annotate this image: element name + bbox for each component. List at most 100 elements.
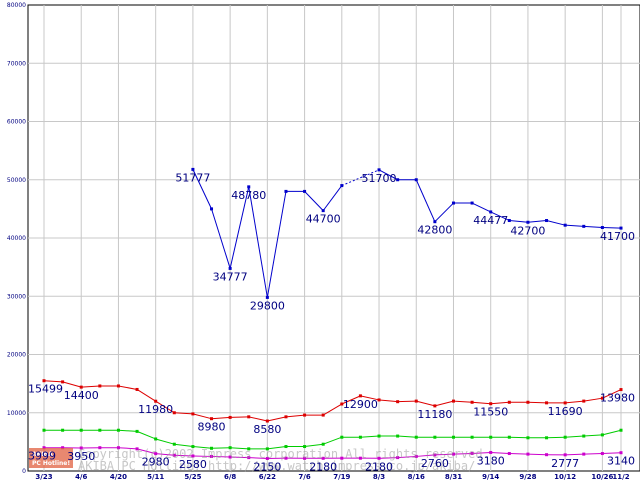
series-1-point — [563, 401, 567, 405]
series-2-point — [563, 435, 567, 439]
series-1-segment — [174, 412, 193, 415]
series-1-segment — [192, 413, 212, 420]
series-0-point — [228, 266, 232, 270]
series-3-point — [545, 453, 549, 457]
series-3-point — [470, 452, 474, 456]
series-3-point — [135, 447, 139, 451]
series-2-point — [489, 435, 493, 439]
data-label: 3999 — [28, 450, 56, 463]
series-2-point — [135, 429, 139, 433]
data-label: 2580 — [179, 458, 207, 471]
series-0-point — [526, 220, 530, 224]
series-2-point — [284, 445, 288, 449]
series-1-point — [619, 388, 623, 392]
series-2-segment — [211, 447, 231, 449]
data-label: 8580 — [253, 423, 281, 436]
series-0-point — [265, 295, 269, 299]
series-0-segment — [378, 169, 398, 181]
series-2-point — [414, 435, 418, 439]
series-1-segment — [602, 389, 622, 399]
series-3-point — [507, 452, 511, 456]
series-0-point — [284, 189, 288, 193]
x-axis-ticks: 3/23 4/6 4/20 5/11 5/25 6/8 6/22 7/6 7/19 8/3 8/16… — [35, 473, 629, 480]
x-tick-label: 8/16 — [408, 473, 425, 480]
series-1-segment — [62, 381, 82, 388]
series-1-point — [228, 415, 232, 419]
series-2-segment — [136, 430, 156, 440]
series-0-point — [582, 224, 586, 228]
series-0-point — [377, 168, 381, 172]
series-0-point — [396, 178, 400, 182]
series-2-point — [526, 436, 530, 440]
series-1-point — [451, 399, 455, 403]
series-0-point — [414, 178, 418, 182]
series-2-point — [154, 437, 158, 441]
series-3-point — [433, 453, 437, 457]
series-0-point — [433, 220, 437, 224]
series-2-segment — [583, 434, 603, 437]
series-1-segment — [136, 389, 156, 402]
series-3-segment — [155, 453, 175, 456]
series-2-point — [321, 442, 325, 446]
series-3-point — [619, 451, 623, 455]
series-1-point — [98, 384, 102, 388]
series-1-point — [172, 411, 176, 415]
series-1-point — [414, 399, 418, 403]
data-label: 44477 — [473, 214, 508, 227]
series-3-segment — [416, 454, 435, 457]
series-2-point — [210, 446, 214, 450]
series-layer — [42, 167, 623, 460]
series-1-segment — [322, 403, 343, 416]
series-2-point — [433, 435, 437, 439]
series-3-point — [340, 456, 344, 460]
series-1-point — [265, 419, 269, 423]
series-3-segment — [472, 451, 491, 455]
series-3-point — [489, 450, 493, 454]
watermark-url: AKIBA PC Hotline! http://www.watch.impre… — [78, 459, 475, 473]
series-1-segment — [360, 395, 380, 401]
data-label: 51700 — [362, 172, 397, 185]
series-0-point — [619, 226, 623, 230]
series-3-point — [210, 454, 214, 458]
series-2-point — [247, 447, 251, 451]
series-3-point — [321, 456, 325, 460]
series-0-segment — [434, 202, 454, 223]
data-labels: 51777 34777 48780 29800 44700 51700 42800 44477… — [28, 171, 635, 473]
series-1-segment — [434, 400, 454, 407]
watermark: AKIBA PC Hotline! Copyright(c)2002 Impre… — [29, 447, 490, 473]
series-1-point — [358, 394, 362, 398]
series-2-segment — [602, 429, 622, 436]
series-0-segment — [415, 179, 436, 222]
series-3 — [42, 446, 623, 460]
data-label: 2150 — [253, 460, 281, 473]
series-1-point — [154, 399, 158, 403]
data-label: 11690 — [548, 405, 583, 418]
y-tick-label: 10000 — [7, 410, 26, 417]
data-label: 44700 — [306, 213, 341, 226]
series-1-segment — [285, 414, 305, 418]
series-1-segment — [230, 416, 249, 418]
series-3-point — [303, 456, 307, 460]
y-axis-ticks: 0 10000 20000 30000 40000 50000 60000 70000 8000… — [7, 2, 26, 475]
series-3-point — [377, 456, 381, 460]
series-3-segment — [248, 457, 268, 459]
series-3-segment — [565, 453, 584, 456]
data-label: 42700 — [510, 224, 545, 237]
series-0-segment — [304, 191, 324, 211]
series-3-segment — [490, 451, 510, 455]
series-0-segment — [211, 208, 231, 269]
series-1-point — [377, 398, 381, 402]
series-1-segment — [472, 401, 491, 405]
series-2-point — [265, 447, 269, 451]
watermark-copyright: Copyright(c)2002 Impress corporation All… — [78, 447, 490, 461]
series-2-point — [42, 428, 46, 432]
data-label: 41700 — [600, 230, 635, 243]
series-3-segment — [230, 456, 249, 459]
series-0-segment — [266, 191, 287, 298]
series-2-point — [191, 445, 195, 449]
data-label: 3140 — [607, 455, 635, 468]
data-label: 11180 — [417, 408, 452, 421]
series-1 — [42, 379, 623, 423]
series-1-segment — [527, 401, 547, 404]
